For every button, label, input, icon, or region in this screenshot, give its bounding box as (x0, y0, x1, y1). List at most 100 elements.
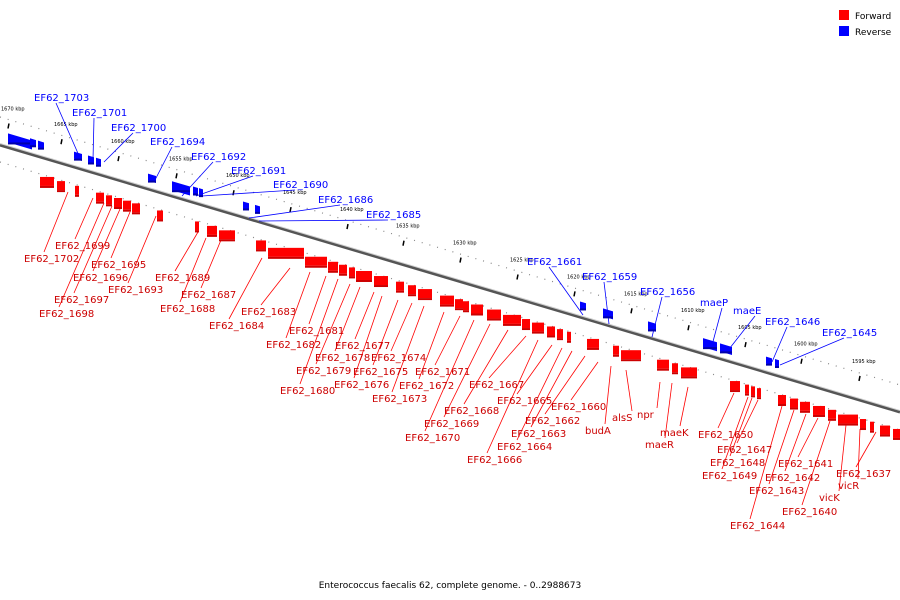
forward-gene-label-ef62-1650[interactable]: EF62_1650 (698, 430, 753, 441)
forward-gene-label-ef62-1682[interactable]: EF62_1682 (266, 340, 321, 351)
forward-gene-block[interactable] (396, 281, 404, 291)
forward-gene-block[interactable] (256, 240, 266, 250)
forward-gene-label-ef62-1680[interactable]: EF62_1680 (280, 386, 335, 397)
forward-gene-label-ef62-1667[interactable]: EF62_1667 (469, 380, 524, 391)
forward-gene-label-vick[interactable]: vicK (819, 493, 840, 504)
forward-gene-block[interactable] (778, 394, 786, 404)
reverse-gene-label-maee[interactable]: maeE (733, 306, 761, 317)
forward-gene-block[interactable] (455, 299, 463, 309)
forward-gene-block[interactable] (557, 329, 563, 339)
forward-gene-label-ef62-1689[interactable]: EF62_1689 (155, 273, 210, 284)
forward-gene-label-ef62-1679[interactable]: EF62_1679 (296, 366, 351, 377)
forward-gene-label-ef62-1677[interactable]: EF62_1677 (335, 341, 390, 352)
forward-gene-label-ef62-1670[interactable]: EF62_1670 (405, 433, 460, 444)
forward-gene-block[interactable] (328, 261, 338, 271)
forward-gene-block[interactable] (860, 419, 866, 429)
reverse-gene-label-ef62-1661[interactable]: EF62_1661 (527, 257, 582, 268)
forward-gene-block[interactable] (418, 289, 432, 299)
forward-gene-label-ef62-1696[interactable]: EF62_1696 (73, 273, 128, 284)
reverse-gene-label-ef62-1656[interactable]: EF62_1656 (640, 287, 695, 298)
forward-gene-label-ef62-1662[interactable]: EF62_1662 (525, 416, 580, 427)
reverse-gene-label-ef62-1690[interactable]: EF62_1690 (273, 180, 328, 191)
forward-gene-block[interactable] (157, 210, 163, 220)
forward-gene-label-ef62-1684[interactable]: EF62_1684 (209, 321, 264, 332)
forward-gene-label-ef62-1681[interactable]: EF62_1681 (289, 326, 344, 337)
forward-gene-block[interactable] (75, 185, 79, 195)
forward-gene-block[interactable] (893, 428, 900, 438)
reverse-gene-block[interactable] (172, 181, 190, 196)
forward-gene-label-ef62-1660[interactable]: EF62_1660 (551, 402, 606, 413)
forward-gene-block[interactable] (268, 247, 304, 257)
forward-gene-label-ef62-1669[interactable]: EF62_1669 (424, 419, 479, 430)
forward-gene-block[interactable] (522, 319, 530, 329)
forward-gene-block[interactable] (207, 225, 217, 235)
forward-gene-label-alss[interactable]: alsS (612, 413, 632, 424)
reverse-gene-label-ef62-1700[interactable]: EF62_1700 (111, 123, 166, 134)
forward-gene-block[interactable] (657, 359, 669, 369)
reverse-gene-block[interactable] (88, 155, 94, 165)
forward-gene-label-ef62-1687[interactable]: EF62_1687 (181, 290, 236, 301)
forward-gene-label-npr[interactable]: npr (637, 410, 655, 421)
forward-gene-label-ef62-1671[interactable]: EF62_1671 (415, 367, 470, 378)
reverse-gene-label-ef62-1659[interactable]: EF62_1659 (582, 272, 637, 283)
forward-gene-block[interactable] (613, 345, 619, 355)
forward-gene-label-ef62-1678[interactable]: EF62_1678 (315, 353, 370, 364)
forward-gene-block[interactable] (870, 421, 874, 431)
forward-gene-label-ef62-1674[interactable]: EF62_1674 (371, 353, 426, 364)
forward-gene-label-ef62-1663[interactable]: EF62_1663 (511, 429, 566, 440)
forward-gene-block[interactable] (745, 384, 749, 394)
reverse-gene-block[interactable] (38, 140, 44, 150)
reverse-gene-block[interactable] (766, 356, 772, 366)
forward-gene-label-ef62-1664[interactable]: EF62_1664 (497, 442, 552, 453)
forward-gene-label-ef62-1672[interactable]: EF62_1672 (399, 381, 454, 392)
forward-gene-block[interactable] (339, 264, 347, 274)
forward-gene-block[interactable] (408, 285, 416, 295)
forward-gene-label-ef62-1641[interactable]: EF62_1641 (778, 459, 833, 470)
forward-gene-block[interactable] (681, 367, 697, 377)
forward-gene-label-ef62-1668[interactable]: EF62_1668 (444, 406, 499, 417)
forward-gene-block[interactable] (751, 386, 755, 396)
reverse-gene-block[interactable] (775, 359, 779, 368)
forward-gene-block[interactable] (487, 309, 501, 319)
forward-gene-block[interactable] (790, 398, 798, 408)
forward-gene-block[interactable] (880, 425, 890, 435)
forward-gene-block[interactable] (813, 405, 825, 415)
forward-gene-label-ef62-1643[interactable]: EF62_1643 (749, 486, 804, 497)
reverse-gene-block[interactable] (243, 201, 249, 211)
forward-gene-label-ef62-1648[interactable]: EF62_1648 (710, 458, 765, 469)
forward-gene-label-ef62-1699[interactable]: EF62_1699 (55, 241, 110, 252)
reverse-gene-label-ef62-1685[interactable]: EF62_1685 (366, 210, 421, 221)
forward-gene-block[interactable] (828, 409, 836, 419)
forward-gene-label-ef62-1637[interactable]: EF62_1637 (836, 469, 891, 480)
forward-gene-label-ef62-1665[interactable]: EF62_1665 (497, 396, 552, 407)
forward-gene-block[interactable] (132, 203, 140, 213)
forward-gene-block[interactable] (471, 304, 483, 314)
reverse-gene-block[interactable] (703, 338, 717, 352)
forward-gene-block[interactable] (800, 401, 810, 411)
forward-gene-block[interactable] (114, 198, 122, 208)
forward-gene-label-ef62-1695[interactable]: EF62_1695 (91, 260, 146, 271)
reverse-gene-block[interactable] (193, 186, 198, 195)
reverse-gene-block[interactable] (255, 204, 260, 214)
forward-gene-block[interactable] (838, 414, 858, 424)
reverse-gene-block[interactable] (199, 188, 203, 197)
reverse-gene-label-ef62-1692[interactable]: EF62_1692 (191, 152, 246, 163)
forward-gene-block[interactable] (621, 350, 641, 360)
forward-gene-block[interactable] (57, 181, 65, 191)
forward-gene-block[interactable] (219, 230, 235, 240)
reverse-gene-label-ef62-1691[interactable]: EF62_1691 (231, 166, 286, 177)
forward-gene-block[interactable] (503, 314, 521, 324)
forward-gene-label-ef62-1647[interactable]: EF62_1647 (717, 445, 772, 456)
forward-gene-block[interactable] (463, 301, 469, 311)
forward-gene-block[interactable] (123, 200, 131, 210)
forward-gene-block[interactable] (305, 256, 327, 266)
forward-gene-label-maek[interactable]: maeK (660, 428, 689, 439)
reverse-gene-block[interactable] (30, 138, 36, 148)
forward-gene-label-ef62-1688[interactable]: EF62_1688 (160, 304, 215, 315)
forward-gene-block[interactable] (440, 295, 454, 305)
reverse-gene-label-ef62-1646[interactable]: EF62_1646 (765, 317, 820, 328)
forward-gene-label-ef62-1683[interactable]: EF62_1683 (241, 307, 296, 318)
forward-gene-block[interactable] (730, 381, 740, 391)
forward-gene-block[interactable] (356, 270, 372, 280)
forward-gene-block[interactable] (195, 221, 199, 231)
